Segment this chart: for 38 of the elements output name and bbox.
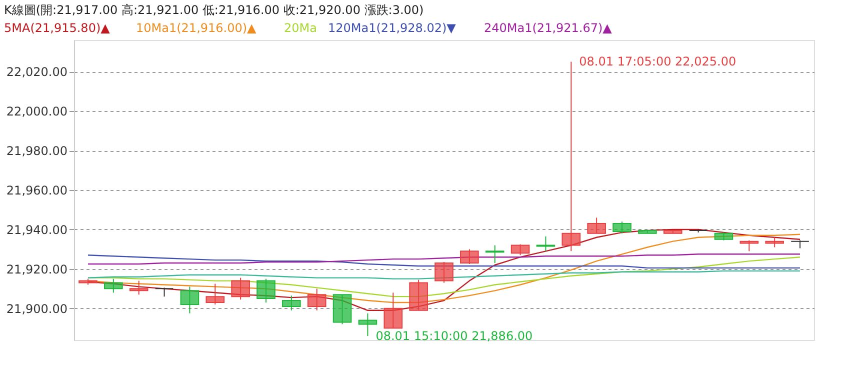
text: 5MA(21,915.80)▲	[4, 21, 111, 35]
line-series	[87, 254, 801, 265]
y-tick-label: 22,020.00	[6, 65, 68, 80]
candlestick	[612, 221, 632, 234]
candlestick	[740, 240, 759, 252]
candlestick	[282, 295, 301, 311]
candlestick	[765, 236, 784, 248]
annotation: 08.01 17:05:00 22,025.00	[579, 54, 736, 69]
candlestick	[104, 278, 123, 294]
candlestick	[384, 292, 403, 329]
y-tick-label: 21,980.00	[6, 144, 68, 158]
candlestick	[129, 280, 148, 296]
candlestick	[256, 278, 276, 303]
text: 10Ma1(21,916.00)▲	[136, 21, 258, 35]
y-tick-label: 22,000.00	[6, 104, 68, 119]
candlestick	[434, 262, 454, 284]
line-series	[87, 270, 801, 280]
y-tick-label: 21,900.00	[6, 302, 68, 316]
candlestick	[180, 286, 200, 314]
candlestick	[206, 283, 225, 305]
candlestick	[460, 248, 479, 265]
candlestick	[358, 312, 378, 337]
line-series	[87, 254, 801, 269]
candlestick	[536, 236, 556, 252]
candlestick	[307, 288, 326, 311]
candlestick	[485, 244, 504, 264]
candlestick	[562, 61, 581, 252]
text: 20Ma	[284, 21, 317, 35]
y-tick-label: 21,960.00	[6, 184, 68, 198]
y-tick-label: 21,940.00	[6, 222, 68, 237]
annotation: 08.01 15:10:00 21,886.00	[376, 329, 533, 344]
candlestick	[587, 217, 606, 234]
candlestick	[510, 244, 530, 256]
text: 240Ma1(21,921.67)▲	[484, 21, 613, 35]
y-tick-label: 21,920.00	[6, 262, 68, 276]
chart-title: K線圖(開:21,917.00 高:21,921.00 低:21,916.00 收:21,920.00 漲跌:3.00)	[4, 3, 424, 17]
text: 120Ma1(21,928.02)▼	[328, 21, 457, 35]
candlestick	[231, 277, 250, 300]
